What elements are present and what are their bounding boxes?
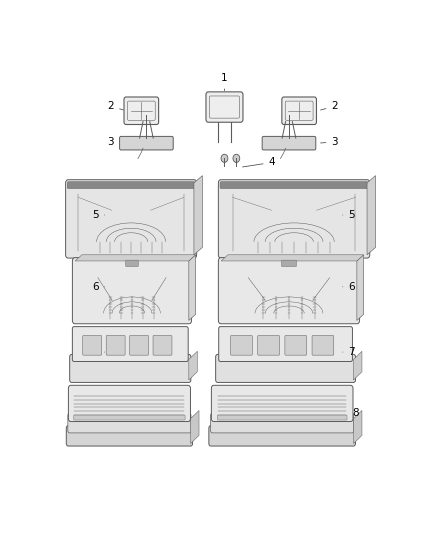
FancyBboxPatch shape (282, 260, 297, 266)
FancyBboxPatch shape (219, 180, 370, 258)
Polygon shape (353, 351, 362, 380)
FancyBboxPatch shape (206, 92, 243, 122)
Text: 3: 3 (107, 137, 123, 147)
Text: 6: 6 (343, 282, 355, 292)
Circle shape (221, 154, 228, 163)
Text: 1: 1 (221, 74, 228, 91)
FancyBboxPatch shape (220, 182, 368, 189)
FancyBboxPatch shape (282, 97, 317, 125)
FancyBboxPatch shape (217, 415, 347, 420)
Text: 2: 2 (107, 101, 124, 111)
FancyBboxPatch shape (215, 354, 356, 383)
Polygon shape (221, 255, 364, 261)
FancyBboxPatch shape (285, 336, 307, 355)
FancyBboxPatch shape (258, 336, 279, 355)
FancyBboxPatch shape (67, 182, 195, 189)
Text: 4: 4 (243, 157, 275, 167)
Text: 6: 6 (92, 282, 105, 292)
FancyBboxPatch shape (130, 336, 148, 355)
Text: 2: 2 (321, 101, 338, 111)
FancyBboxPatch shape (212, 385, 353, 422)
FancyBboxPatch shape (153, 336, 172, 355)
FancyBboxPatch shape (126, 260, 138, 266)
FancyBboxPatch shape (68, 413, 191, 433)
FancyBboxPatch shape (211, 413, 354, 433)
Polygon shape (353, 410, 362, 443)
Text: 3: 3 (321, 137, 338, 147)
FancyBboxPatch shape (106, 336, 125, 355)
Polygon shape (191, 410, 199, 443)
FancyBboxPatch shape (209, 426, 356, 446)
FancyBboxPatch shape (70, 354, 191, 383)
FancyBboxPatch shape (262, 136, 316, 150)
FancyBboxPatch shape (83, 336, 102, 355)
FancyBboxPatch shape (74, 415, 185, 420)
FancyBboxPatch shape (312, 336, 334, 355)
Text: 5: 5 (92, 210, 105, 220)
Text: 7: 7 (92, 347, 105, 357)
Polygon shape (75, 255, 196, 261)
FancyBboxPatch shape (72, 327, 188, 361)
Text: 5: 5 (343, 210, 355, 220)
FancyBboxPatch shape (72, 257, 191, 324)
Polygon shape (189, 255, 196, 320)
Circle shape (233, 154, 240, 163)
FancyBboxPatch shape (66, 426, 193, 446)
Text: 7: 7 (343, 347, 355, 357)
Polygon shape (189, 351, 197, 380)
FancyBboxPatch shape (66, 180, 197, 258)
Polygon shape (194, 175, 202, 255)
Polygon shape (357, 255, 364, 320)
FancyBboxPatch shape (120, 136, 173, 150)
FancyBboxPatch shape (124, 97, 159, 125)
FancyBboxPatch shape (219, 257, 360, 324)
Polygon shape (367, 175, 375, 255)
Text: 8: 8 (79, 408, 91, 418)
FancyBboxPatch shape (219, 327, 353, 361)
FancyBboxPatch shape (230, 336, 252, 355)
FancyBboxPatch shape (68, 385, 191, 422)
Text: 8: 8 (346, 408, 358, 418)
